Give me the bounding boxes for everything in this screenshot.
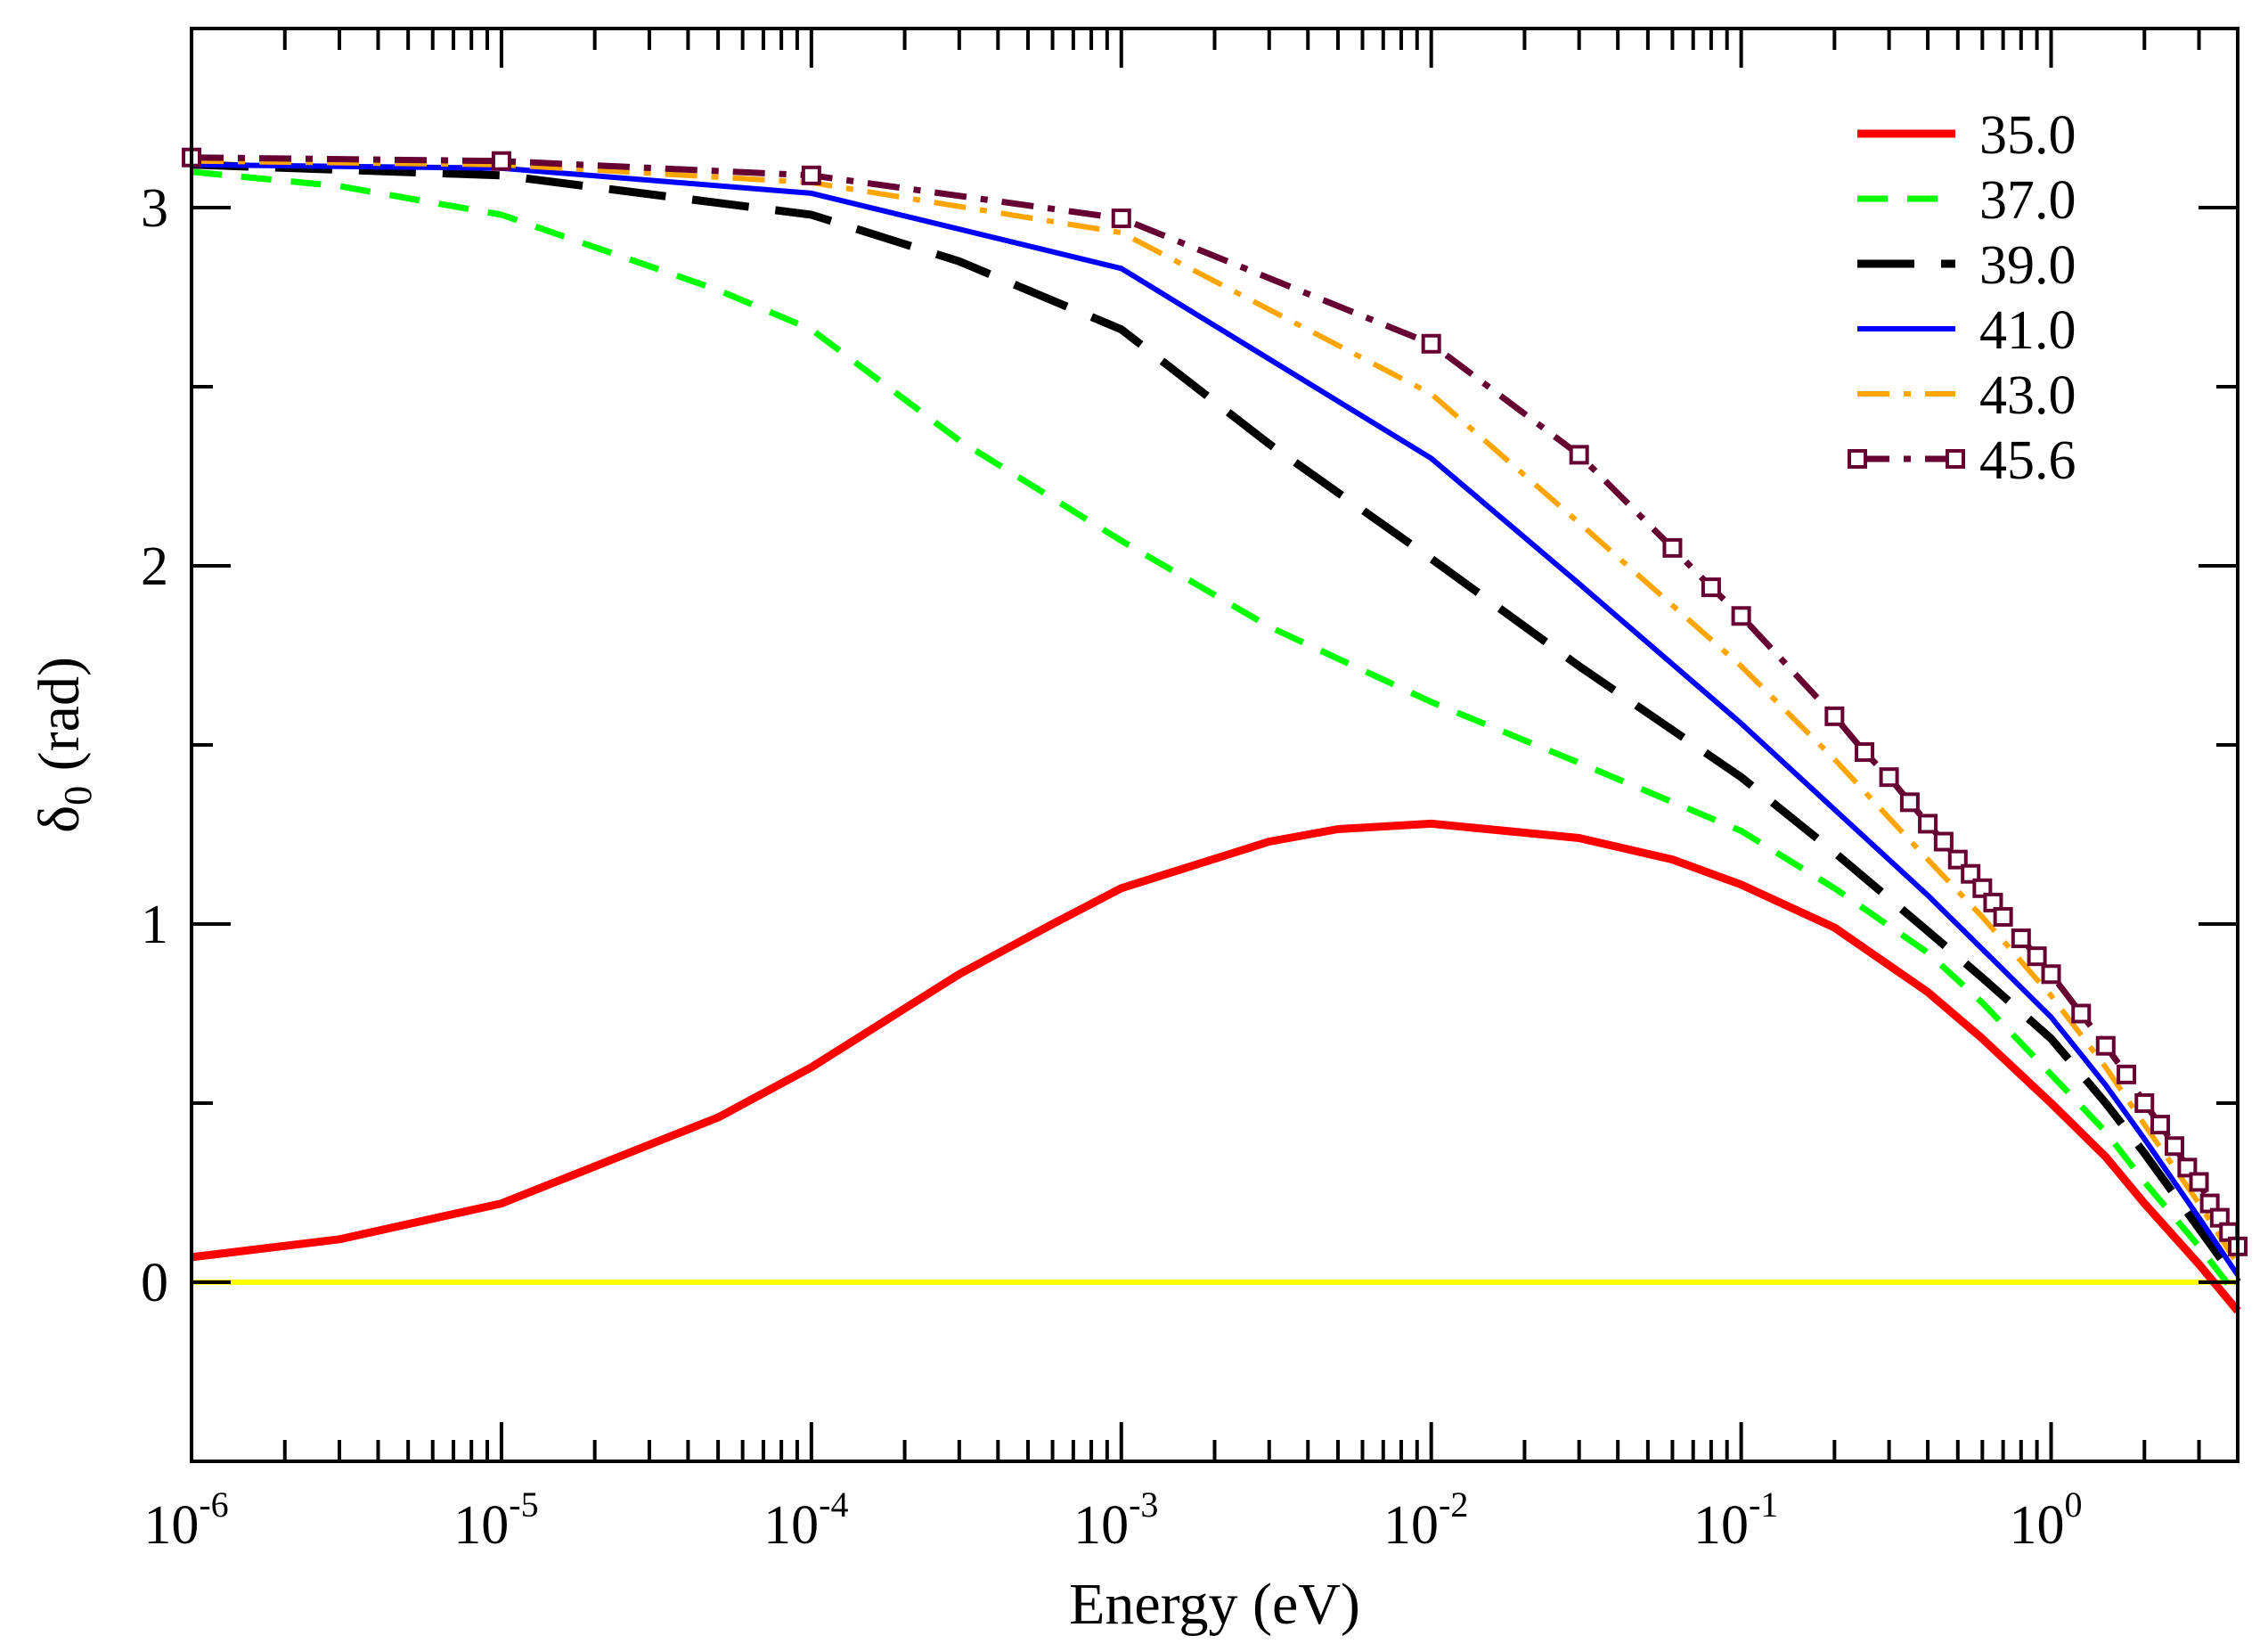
data-point-45.6 bbox=[2134, 1093, 2155, 1113]
data-point-45.6 bbox=[1961, 863, 1981, 884]
y-axis-symbol: δ bbox=[27, 806, 92, 833]
data-point-45.6 bbox=[2071, 1003, 2092, 1024]
x-tick-exponent: -5 bbox=[509, 1484, 538, 1525]
data-point-45.6 bbox=[1918, 814, 1938, 834]
series-line-39.0 bbox=[191, 160, 2241, 1285]
y-tick-label: 0 bbox=[141, 1253, 168, 1313]
x-tick-label: 100 bbox=[2010, 1484, 2083, 1556]
x-tick-exponent: -2 bbox=[1439, 1484, 1468, 1525]
series-line-43.0 bbox=[191, 158, 2240, 1266]
data-point-45.6 bbox=[2011, 928, 2031, 949]
legend-label-41.0: 41.0 bbox=[1979, 300, 2076, 361]
data-point-45.6 bbox=[2150, 1115, 2171, 1135]
x-tick-base: 10 bbox=[143, 1495, 199, 1556]
data-point-45.6 bbox=[2189, 1172, 2209, 1192]
y-axis-title: δ0 (rad) bbox=[27, 657, 100, 833]
data-point-45.6 bbox=[1662, 537, 1683, 558]
x-tick-label: 10-3 bbox=[1073, 1484, 1158, 1556]
plot-area bbox=[182, 147, 2248, 1314]
data-point-45.6 bbox=[1972, 878, 1993, 898]
x-tick-label: 10-2 bbox=[1383, 1484, 1468, 1556]
data-point-45.6 bbox=[1824, 706, 1845, 726]
legend-label-45.6: 45.6 bbox=[1979, 430, 2076, 491]
data-point-45.6 bbox=[1855, 742, 1875, 763]
x-tick-exponent: -6 bbox=[199, 1484, 228, 1525]
x-tick-label: 10-4 bbox=[763, 1484, 848, 1556]
y-tick-label: 3 bbox=[141, 178, 168, 239]
x-tick-base: 10 bbox=[763, 1495, 819, 1556]
series-line-41.0 bbox=[191, 161, 2240, 1277]
legend-marker-45.6 bbox=[1848, 449, 1867, 469]
series-line-35.0 bbox=[191, 819, 2241, 1314]
data-point-45.6 bbox=[491, 151, 511, 171]
x-tick-base: 10 bbox=[1693, 1495, 1749, 1556]
legend-label-37.0: 37.0 bbox=[1979, 170, 2076, 231]
data-point-45.6 bbox=[2117, 1064, 2137, 1084]
data-point-45.6 bbox=[2164, 1136, 2184, 1157]
data-point-45.6 bbox=[1983, 892, 2003, 912]
legend-label-35.0: 35.0 bbox=[1979, 105, 2076, 166]
y-tick-label: 2 bbox=[141, 536, 168, 597]
x-tick-label: 10-6 bbox=[143, 1484, 228, 1556]
x-tick-base: 10 bbox=[1073, 1495, 1129, 1556]
legend-label-43.0: 43.0 bbox=[1979, 365, 2076, 426]
data-point-45.6 bbox=[801, 165, 821, 185]
y-axis-subscript: 0 bbox=[56, 786, 100, 806]
data-point-45.6 bbox=[2027, 946, 2047, 967]
x-tick-exponent: 0 bbox=[2065, 1484, 2083, 1525]
x-tick-base: 10 bbox=[2010, 1495, 2065, 1556]
data-point-45.6 bbox=[2177, 1157, 2198, 1178]
data-point-45.6 bbox=[2041, 964, 2061, 985]
legend: 35.037.039.041.043.045.6 bbox=[1848, 105, 2076, 491]
x-tick-exponent: -3 bbox=[1129, 1484, 1158, 1525]
data-point-45.6 bbox=[1569, 445, 1589, 465]
data-point-45.6 bbox=[1879, 767, 1899, 788]
y-axis-unit: (rad) bbox=[27, 657, 92, 786]
data-point-45.6 bbox=[1899, 792, 1920, 813]
data-point-45.6 bbox=[2095, 1035, 2116, 1056]
data-point-45.6 bbox=[1701, 577, 1721, 598]
x-tick-base: 10 bbox=[453, 1495, 509, 1556]
data-point-45.6 bbox=[2199, 1193, 2220, 1214]
data-point-45.6 bbox=[1731, 606, 1751, 626]
x-axis-title: Energy (eV) bbox=[1069, 1572, 1360, 1637]
x-tick-base: 10 bbox=[1383, 1495, 1439, 1556]
data-point-45.6 bbox=[1947, 849, 1968, 870]
x-tick-label: 10-5 bbox=[453, 1484, 538, 1556]
x-tick-exponent: -1 bbox=[1749, 1484, 1778, 1525]
x-tick-exponent: -4 bbox=[819, 1484, 848, 1525]
legend-label-39.0: 39.0 bbox=[1979, 235, 2076, 296]
data-point-45.6 bbox=[1933, 831, 1954, 852]
data-point-45.6 bbox=[1993, 906, 2013, 927]
data-point-45.6 bbox=[1421, 333, 1441, 354]
legend-marker-45.6 bbox=[1946, 449, 1965, 469]
y-tick-label: 1 bbox=[141, 895, 168, 955]
x-tick-label: 10-1 bbox=[1693, 1484, 1778, 1556]
data-point-45.6 bbox=[1111, 209, 1131, 229]
